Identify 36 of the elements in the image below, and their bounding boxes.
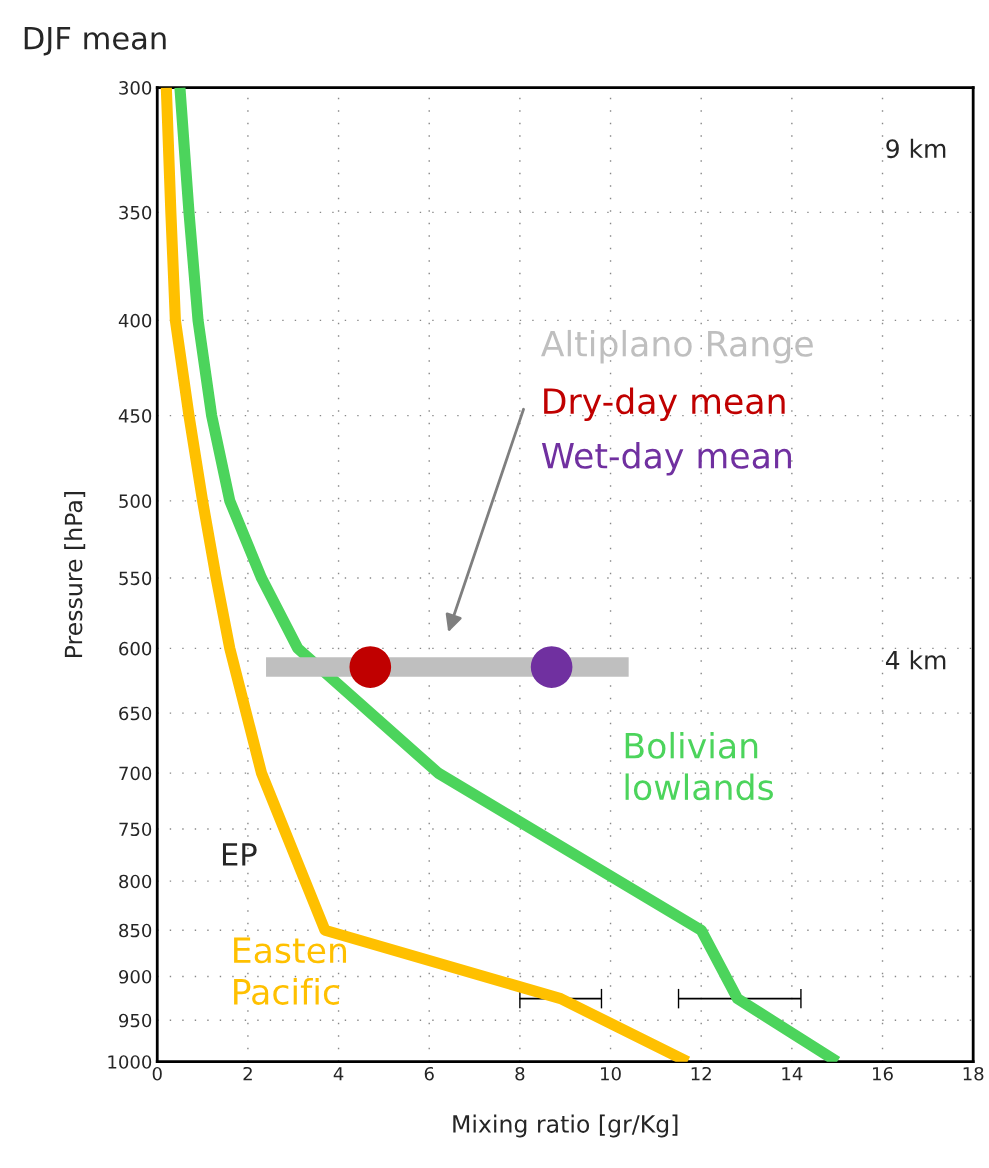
x-tick-label: 14: [782, 1067, 803, 1081]
y-tick-label: 300: [119, 81, 152, 95]
y-tick-label: 800: [119, 874, 152, 889]
annotation: 9 km: [886, 138, 946, 159]
x-tick-label: 4: [333, 1067, 344, 1081]
y-tick-label: 600: [119, 641, 152, 656]
y-tick-label: 500: [119, 494, 152, 509]
x-tick-label: 18: [963, 1066, 984, 1081]
x-tick-label: 0: [152, 1066, 162, 1081]
y-tick-label: 400: [118, 313, 152, 328]
y-tick-label: 750: [119, 822, 152, 837]
y-tick-label: 700: [119, 766, 152, 781]
chart-title: DJF mean: [24, 27, 166, 56]
x-tick-label: 6: [424, 1066, 434, 1081]
text: Bolivian lowlands: [625, 731, 773, 801]
y-axis-title: Pressure [hPa]: [64, 492, 86, 657]
text: Altiplano Range: [541, 329, 813, 364]
series-label: Easten Pacific: [234, 937, 347, 1005]
annotation: 4 km: [885, 650, 946, 670]
text: Dry-day mean: [544, 387, 785, 421]
x-tick-label: 12: [691, 1066, 711, 1081]
text: Wet-day mean: [541, 441, 791, 476]
y-tick-label: 350: [119, 205, 152, 220]
x-axis-title: Mixing ratio [gr/Kg]: [453, 1114, 678, 1138]
y-tick-label: 650: [119, 706, 152, 721]
annotation: EP: [222, 843, 257, 866]
x-tick-label: 2: [243, 1066, 252, 1081]
y-tick-label: 900: [119, 969, 152, 984]
y-tick-label: 1000: [108, 1055, 152, 1069]
y-tick-label: 450: [118, 409, 152, 423]
y-tick-label: 950: [119, 1013, 152, 1028]
y-tick-label: 550: [119, 571, 152, 586]
x-tick-label: 10: [601, 1066, 621, 1081]
x-tick-label: 16: [873, 1066, 893, 1081]
x-tick-label: 8: [515, 1066, 525, 1081]
y-tick-label: 850: [119, 923, 152, 938]
